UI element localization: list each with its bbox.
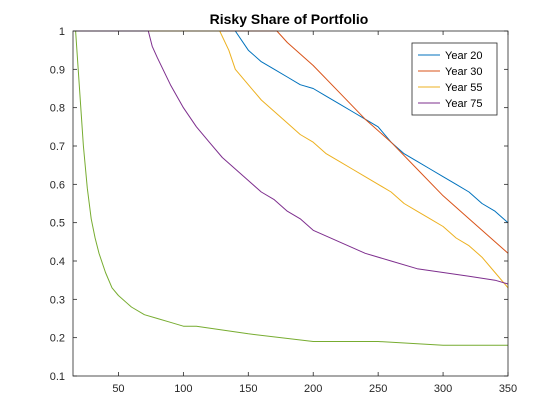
x-tick-label: 300 (434, 383, 452, 395)
y-tick-label: 0.7 (50, 141, 65, 153)
series-line-unlabeled-4 (75, 30, 508, 346)
y-tick-label: 1 (59, 26, 65, 38)
x-tick-label: 350 (499, 383, 517, 395)
x-tick-label: 100 (174, 383, 192, 395)
legend-label: Year 30 (445, 66, 483, 78)
series-line-year-30 (73, 30, 509, 254)
y-tick-label: 0.9 (50, 64, 65, 76)
legend-label: Year 20 (445, 50, 483, 62)
x-tick-label: 250 (369, 383, 387, 395)
x-tick-label: 200 (304, 383, 322, 395)
y-tick-label: 0.5 (50, 218, 65, 230)
series-line-year-75 (73, 30, 509, 285)
y-tick-label: 0.1 (50, 371, 65, 383)
x-tick-label: 150 (239, 383, 257, 395)
x-tick-label: 50 (112, 383, 124, 395)
axes-layer: 50 100 150 200 250 300 350 0.1 0.2 0.3 0.4 0.5 0.6 0.… (50, 26, 517, 395)
y-tick-label: 0.6 (50, 179, 65, 191)
y-tick-label: 0.8 (50, 103, 65, 115)
legend: Year 20 Year 30 Year 55 Year 75 (411, 42, 498, 116)
chart-title: Risky Share of Portfolio (210, 11, 369, 27)
series-layer (73, 30, 509, 346)
legend-label: Year 75 (445, 98, 483, 110)
series-line-year-55 (73, 30, 509, 289)
legend-label: Year 55 (445, 82, 483, 94)
y-tick-label: 0.4 (50, 256, 65, 268)
y-tick-label: 0.3 (50, 294, 65, 306)
axes-box (72, 30, 509, 377)
y-tick-label: 0.2 (50, 333, 65, 345)
